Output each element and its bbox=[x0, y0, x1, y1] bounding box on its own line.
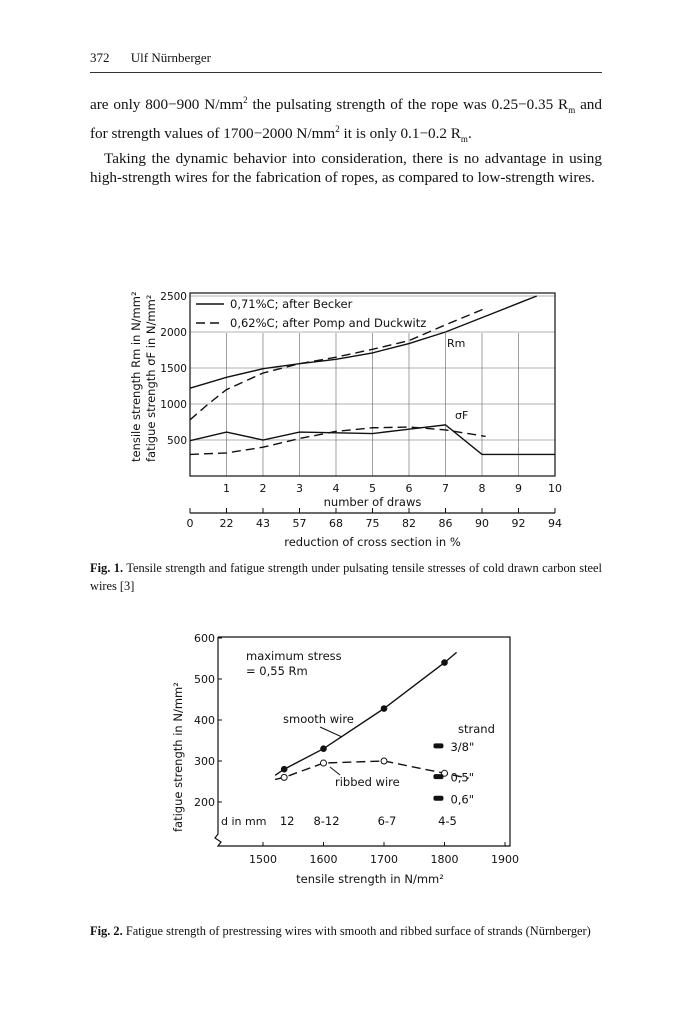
y-axis-label-tensile: tensile strength Rm in N/mm² bbox=[129, 291, 143, 462]
running-header: 372 Ulf Nürnberger bbox=[90, 50, 229, 66]
header-rule bbox=[90, 72, 602, 73]
x-tick-label: 1800 bbox=[431, 853, 459, 866]
figure-2-caption: Fig. 2. Fatigue strength of prestressing… bbox=[90, 924, 591, 938]
note-maximum-stress: maximum stress bbox=[246, 649, 342, 663]
strand-label: 0,5" bbox=[450, 771, 474, 785]
ribbed-wire-point bbox=[280, 773, 288, 781]
x-tick-label: 10 bbox=[548, 482, 562, 495]
x-tick-label: 1600 bbox=[310, 853, 338, 866]
strand-label: 3/8" bbox=[450, 740, 474, 754]
x-tick-label: 6 bbox=[406, 482, 413, 495]
ribbed-wire-point bbox=[441, 769, 448, 777]
d-value: 8-12 bbox=[313, 814, 339, 828]
x-axis-label: number of draws bbox=[324, 495, 422, 509]
smooth-wire-point bbox=[380, 705, 388, 712]
paragraph-1: are only 800−900 N/mm2 the pulsating str… bbox=[90, 95, 602, 145]
x2-tick-label: 90 bbox=[475, 517, 489, 530]
x2-tick-label: 68 bbox=[329, 517, 343, 530]
y-tick-label: 300 bbox=[194, 755, 215, 768]
y-tick-label: 200 bbox=[194, 796, 215, 809]
x-tick-label: 4 bbox=[333, 482, 340, 495]
page-number: 372 bbox=[90, 50, 110, 65]
d-in-mm-label: d in mm bbox=[221, 815, 266, 828]
x-tick-label: 7 bbox=[442, 482, 449, 495]
label-smooth-wire: smooth wire bbox=[283, 712, 354, 726]
strand-marker bbox=[433, 795, 444, 801]
x2-tick-label: 92 bbox=[512, 517, 526, 530]
ribbed-wire-leader bbox=[329, 766, 341, 776]
smooth-wire-point bbox=[320, 745, 327, 752]
smooth-wire-point bbox=[280, 765, 288, 773]
x-tick-label: 8 bbox=[479, 482, 486, 495]
y-axis-label-fatigue: fatigue strength σF in N/mm² bbox=[144, 295, 158, 462]
x-tick-label: 3 bbox=[296, 482, 303, 495]
y-tick-label: 2000 bbox=[160, 327, 187, 339]
x2-tick-label: 75 bbox=[366, 517, 380, 530]
y-tick-label: 500 bbox=[167, 435, 187, 447]
series-line bbox=[189, 426, 486, 456]
smooth-wire-leader bbox=[319, 726, 343, 738]
x2-tick-label: 22 bbox=[220, 517, 234, 530]
body-text: are only 800−900 N/mm2 the pulsating str… bbox=[90, 91, 602, 187]
series-line bbox=[189, 295, 538, 389]
paragraph-2: Taking the dynamic behavior into conside… bbox=[90, 150, 602, 187]
plot-frame bbox=[214, 636, 511, 847]
x2-tick-label: 94 bbox=[548, 517, 562, 530]
x2-tick-label: 86 bbox=[439, 517, 453, 530]
series-line bbox=[189, 424, 555, 456]
y-tick-label: 1000 bbox=[160, 399, 187, 411]
y-tick-label: 400 bbox=[194, 714, 215, 727]
strand-label: 0,6" bbox=[450, 792, 474, 806]
figure-2-chart: 200 300 400 500 600 1500 1600 1700 1800 1900 tensi… bbox=[171, 632, 519, 886]
x2-tick-label: 0 bbox=[187, 517, 194, 530]
legend-entry-pomp: 0,62%C; after Pomp and Duckwitz bbox=[230, 316, 426, 330]
d-value: 4-5 bbox=[438, 814, 457, 828]
note-055-rm: = 0,55 Rm bbox=[246, 664, 308, 678]
y-tick-label: 600 bbox=[194, 632, 215, 645]
x-tick-label: 5 bbox=[369, 482, 376, 495]
x2-tick-label: 82 bbox=[402, 517, 416, 530]
d-value: 12 bbox=[280, 814, 295, 828]
figure-1-caption: Fig. 1. Tensile strength and fatigue str… bbox=[90, 561, 603, 593]
figure-1-chart: 500 1000 1500 2000 2500 1 2 3 4 5 6 7 8 9 10 number of … bbox=[129, 291, 562, 549]
x2-axis-label: reduction of cross section in % bbox=[284, 535, 461, 549]
y-tick-label: 1500 bbox=[160, 363, 187, 375]
x2-tick-label: 57 bbox=[293, 517, 307, 530]
x-axis-label: tensile strength in N/mm² bbox=[296, 872, 444, 886]
x-tick-label: 1700 bbox=[370, 853, 398, 866]
d-value: 6-7 bbox=[378, 814, 397, 828]
strand-marker bbox=[433, 743, 444, 749]
annotation-rm: Rm bbox=[447, 337, 465, 350]
x-tick-label: 1900 bbox=[491, 853, 519, 866]
series-line bbox=[189, 307, 486, 421]
x2-tick-label: 43 bbox=[256, 517, 270, 530]
strand-marker bbox=[433, 774, 444, 780]
author: Ulf Nürnberger bbox=[130, 50, 212, 65]
y-tick-label: 500 bbox=[194, 673, 215, 686]
x-tick-label: 2 bbox=[260, 482, 267, 495]
strand-title: strand bbox=[458, 722, 495, 736]
x-tick-label: 1500 bbox=[249, 853, 277, 866]
x-tick-label: 1 bbox=[223, 482, 230, 495]
plot-frame bbox=[189, 292, 556, 477]
y-tick-label: 2500 bbox=[160, 291, 187, 303]
annotation-sigma-f: σF bbox=[455, 409, 468, 422]
x-tick-label: 9 bbox=[515, 482, 522, 495]
ribbed-wire-point bbox=[320, 759, 327, 767]
label-ribbed-wire: ribbed wire bbox=[335, 775, 400, 789]
ribbed-wire-point bbox=[380, 757, 388, 765]
smooth-wire-point bbox=[441, 659, 448, 666]
legend-entry-becker: 0,71%C; after Becker bbox=[230, 297, 353, 311]
y-axis-label: fatigue strength in N/mm² bbox=[171, 682, 185, 832]
